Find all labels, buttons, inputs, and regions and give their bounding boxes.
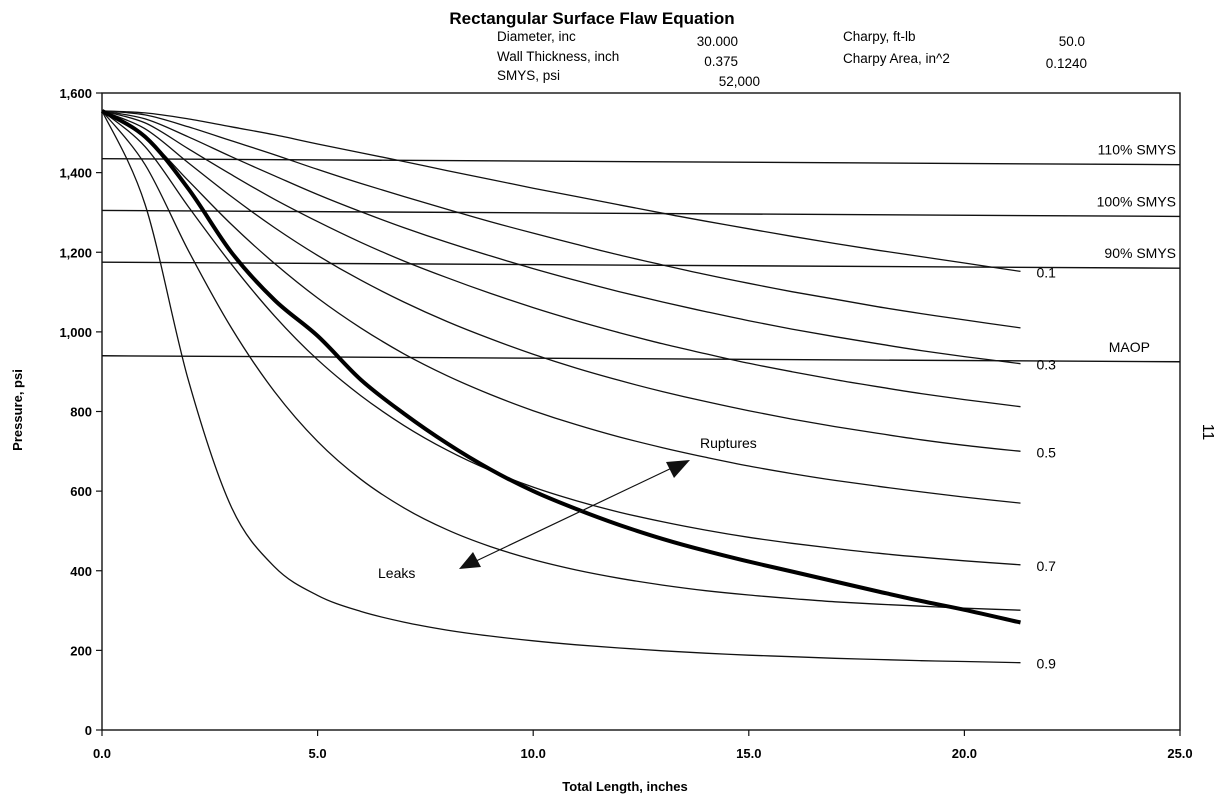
x-tick-label-1: 5.0 <box>309 746 327 761</box>
reference-line-4 <box>101 355 1181 363</box>
curve-2 <box>101 110 1021 329</box>
arrowhead-ruptures <box>666 460 690 478</box>
chart-title: Rectangular Surface Flaw Equation <box>449 9 734 28</box>
x-tick-label-0: 0.0 <box>93 746 111 761</box>
reference-label-1: 110% SMYS <box>1098 142 1176 158</box>
param-label-charpy-area: Charpy Area, in^2 <box>843 51 950 66</box>
y-tick-label-0: 0 <box>85 723 92 738</box>
curve-4 <box>101 110 1021 408</box>
param-label-diameter: Diameter, inc <box>497 29 576 44</box>
y-tick-label-7: 1,400 <box>59 166 92 181</box>
curve-label-3: 0.3 <box>1036 357 1056 373</box>
param-value-diameter: 30.000 <box>697 34 738 49</box>
x-tick-label-2: 10.0 <box>521 746 546 761</box>
curve-label-7: 0.7 <box>1036 558 1056 574</box>
curve-label-1: 0.1 <box>1036 264 1056 280</box>
curve-label-5: 0.5 <box>1036 444 1056 460</box>
arrowhead-leaks <box>459 552 481 569</box>
param-value-charpy: 50.0 <box>1059 34 1085 49</box>
y-tick-label-8: 1,600 <box>59 86 92 101</box>
leaks-ruptures-arrow <box>473 465 677 563</box>
reference-label-3: 90% SMYS <box>1104 245 1176 261</box>
margin-page-number: 11 <box>1199 424 1216 441</box>
param-value-charpy-area: 0.1240 <box>1046 56 1087 71</box>
y-axis-label: Pressure, psi <box>10 369 25 451</box>
curve-3 <box>101 110 1021 365</box>
param-value-smys: 52,000 <box>719 74 760 89</box>
x-tick-label-5: 25.0 <box>1167 746 1192 761</box>
curve-7 <box>101 110 1021 566</box>
reference-line-1 <box>101 157 1181 166</box>
x-tick-label-4: 20.0 <box>952 746 977 761</box>
reference-label-4: MAOP <box>1109 339 1150 355</box>
y-tick-label-2: 400 <box>70 564 92 579</box>
param-label-wall-thickness: Wall Thickness, inch <box>497 49 619 64</box>
x-axis-label: Total Length, inches <box>562 779 687 794</box>
curve-9 <box>101 110 1021 664</box>
leak-rupture-boundary <box>100 109 1021 625</box>
series-labels: 110% SMYS 100% SMYS 90% SMYS MAOP 0.1 0.3 0.5 0… <box>1036 142 1176 672</box>
y-tick-label-6: 1,200 <box>59 245 92 260</box>
curve-label-9: 0.9 <box>1036 656 1056 672</box>
axis-ticks: 0 200 400 600 800 1,000 1,200 1,400 1,600 0.0 5.0 1… <box>59 86 1192 761</box>
param-label-smys: SMYS, psi <box>497 68 560 83</box>
reference-label-2: 100% SMYS <box>1097 193 1176 209</box>
y-tick-label-1: 200 <box>70 643 92 658</box>
y-tick-label-4: 800 <box>70 405 92 420</box>
reference-line-3 <box>101 261 1181 269</box>
curve-8 <box>101 110 1021 611</box>
param-value-wall-thickness: 0.375 <box>704 54 738 69</box>
y-tick-label-5: 1,000 <box>59 325 92 340</box>
curve-1 <box>101 110 1021 273</box>
annotation-leaks: Leaks <box>378 565 415 581</box>
curve-6 <box>101 110 1021 504</box>
reference-line-2 <box>101 209 1181 218</box>
x-tick-label-3: 15.0 <box>736 746 761 761</box>
y-tick-label-3: 600 <box>70 484 92 499</box>
annotation-ruptures: Ruptures <box>700 435 757 451</box>
plot-frame <box>101 92 1181 731</box>
curve-5 <box>101 110 1021 452</box>
curves <box>100 109 1021 664</box>
param-label-charpy: Charpy, ft-lb <box>843 29 916 44</box>
